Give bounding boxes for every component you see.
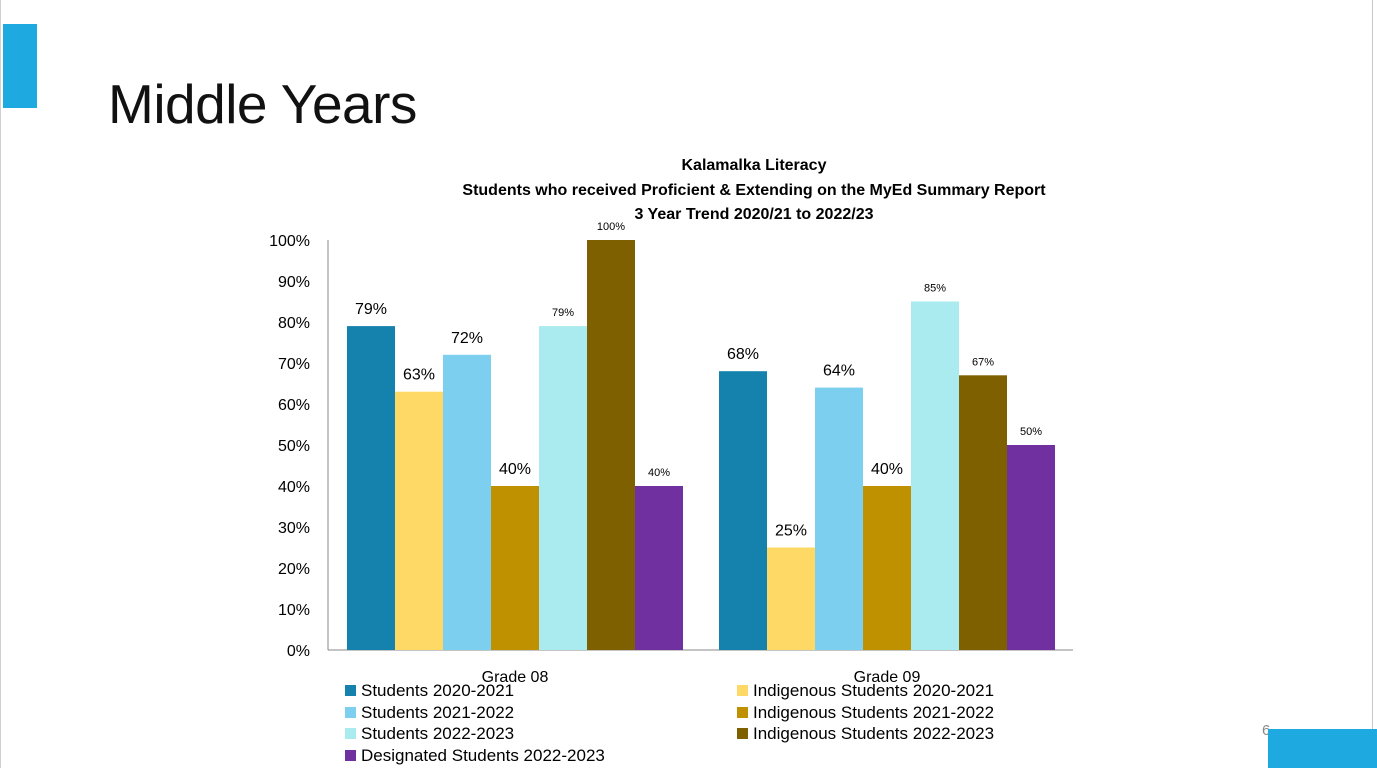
page-number: 6 <box>1262 722 1271 739</box>
bar <box>587 240 635 650</box>
data-label: 85% <box>924 283 946 295</box>
legend-label: Indigenous Students 2021-2022 <box>753 703 994 722</box>
slide-left-edge <box>0 0 1 768</box>
legend-swatch <box>345 750 356 761</box>
bar <box>491 486 539 650</box>
bar <box>767 547 815 650</box>
data-label: 68% <box>727 346 759 363</box>
bar <box>719 371 767 650</box>
legend-swatch <box>737 728 748 739</box>
accent-bar <box>3 24 37 108</box>
y-tick-label: 90% <box>278 274 310 291</box>
bar <box>539 326 587 650</box>
legend-label: Indigenous Students 2020-2021 <box>753 681 994 700</box>
bar <box>959 375 1007 650</box>
legend-label: Students 2022-2023 <box>361 724 514 743</box>
y-tick-label: 30% <box>278 520 310 537</box>
bar <box>395 391 443 650</box>
chart-title-line-2: Students who received Proficient & Exten… <box>462 182 1046 199</box>
legend-label: Designated Students 2022-2023 <box>361 746 605 765</box>
bar <box>911 301 959 650</box>
y-tick-label: 50% <box>278 438 310 455</box>
x-tick-label: Grade 09 <box>854 669 921 686</box>
y-tick-label: 100% <box>269 233 310 250</box>
data-label: 25% <box>775 523 807 540</box>
accent-corner <box>1268 729 1377 768</box>
y-tick-label: 0% <box>287 643 310 660</box>
legend-swatch <box>737 685 748 696</box>
y-tick-label: 80% <box>278 315 310 332</box>
y-tick-label: 70% <box>278 356 310 373</box>
data-label: 100% <box>597 221 625 233</box>
legend-swatch <box>345 728 356 739</box>
data-label: 63% <box>403 367 435 384</box>
data-label: 64% <box>823 363 855 380</box>
legend-swatch <box>345 707 356 718</box>
data-label: 40% <box>648 467 670 479</box>
chart-title-line-3: 3 Year Trend 2020/21 to 2022/23 <box>635 206 874 223</box>
bar <box>347 326 395 650</box>
chart-title-line-1: Kalamalka Literacy <box>682 157 827 174</box>
x-tick-label: Grade 08 <box>482 669 549 686</box>
legend-swatch <box>345 685 356 696</box>
data-label: 72% <box>451 330 483 347</box>
legend-label: Indigenous Students 2022-2023 <box>753 724 994 743</box>
legend-label: Students 2020-2021 <box>361 681 514 700</box>
y-tick-label: 10% <box>278 602 310 619</box>
slide-edge <box>1372 0 1373 768</box>
y-tick-label: 60% <box>278 397 310 414</box>
slide-title: Middle Years <box>108 73 417 135</box>
bar <box>443 354 491 650</box>
bar <box>815 387 863 650</box>
legend-label: Students 2021-2022 <box>361 703 514 722</box>
data-label: 79% <box>355 301 387 318</box>
bar <box>635 486 683 650</box>
data-label: 40% <box>499 461 531 478</box>
data-label: 40% <box>871 461 903 478</box>
data-label: 67% <box>972 356 994 368</box>
bar <box>1007 445 1055 650</box>
data-label: 79% <box>552 307 574 319</box>
bar <box>863 486 911 650</box>
legend-swatch <box>737 707 748 718</box>
data-label: 50% <box>1020 426 1042 438</box>
y-tick-label: 40% <box>278 479 310 496</box>
y-tick-label: 20% <box>278 561 310 578</box>
